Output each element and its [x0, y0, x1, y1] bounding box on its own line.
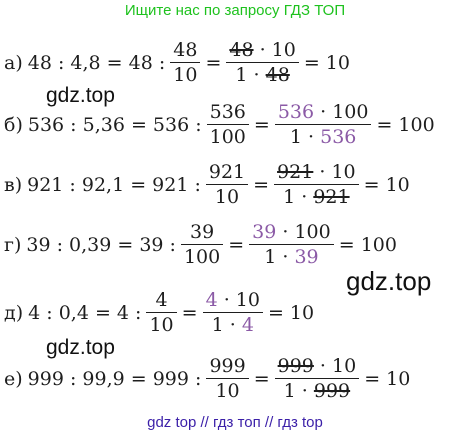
denominator: 1 · 999	[283, 380, 351, 403]
numerator: 4	[155, 289, 168, 311]
equation-row-b: б) 536 : 5,36 = 536 : 536 100 = 536 · 10…	[4, 100, 435, 149]
watermark: gdz.top	[346, 266, 432, 296]
fraction-simplified: 999 · 10 1 · 999	[274, 354, 360, 403]
fraction-bar	[274, 124, 372, 126]
fraction-bar	[202, 312, 263, 314]
fraction-simplified: 536 · 100 1 · 536	[274, 100, 372, 149]
denominator: 1 · 921	[283, 186, 350, 209]
equals-sign: =	[253, 113, 270, 136]
item-label: б)	[4, 113, 23, 136]
denominator: 100	[209, 126, 246, 149]
equation-result: = 10	[364, 367, 411, 390]
numerator: 48 · 10	[229, 39, 296, 61]
numerator: 921 · 10	[277, 161, 356, 183]
denominator: 1 · 536	[289, 126, 357, 149]
promo-header: Ищите нас по запросу ГДЗ ТОП	[124, 2, 346, 19]
numerator: 39 · 100	[252, 221, 331, 243]
denominator: 10	[215, 380, 240, 403]
numerator: 48	[173, 39, 198, 61]
equation-result: = 100	[376, 113, 435, 136]
equation-prefix: 4 : 0,4 = 4 :	[28, 301, 142, 324]
item-label: г)	[4, 233, 22, 256]
equation-row-a: а) 48 : 4,8 = 48 : 48 10 = 48 · 10 1 · 4…	[4, 38, 350, 87]
fraction-simplified: 48 · 10 1 · 48	[226, 38, 299, 87]
fraction-bar	[249, 244, 334, 246]
fraction-bar	[274, 378, 360, 380]
fraction-bar	[205, 184, 249, 186]
equation-result: = 100	[338, 233, 397, 256]
denominator: 10	[173, 64, 198, 87]
fraction-divisor: 39 100	[180, 220, 224, 269]
numerator: 39	[190, 221, 215, 243]
equation-prefix: 921 : 92,1 = 921 :	[27, 173, 201, 196]
numerator: 999	[209, 355, 246, 377]
numerator: 921	[208, 161, 246, 183]
denominator: 10	[149, 314, 174, 337]
fraction-divisor: 4 10	[146, 288, 177, 337]
fraction-divisor: 999 10	[206, 354, 249, 403]
equation-prefix: 48 : 4,8 = 48 :	[27, 51, 166, 74]
item-label: е)	[4, 367, 23, 390]
fraction-bar	[206, 124, 249, 126]
denominator: 1 · 48	[235, 64, 290, 87]
equals-sign: =	[253, 173, 270, 196]
fraction-divisor: 921 10	[205, 160, 249, 209]
equals-sign: =	[181, 301, 198, 324]
fraction-bar	[206, 378, 249, 380]
equation-prefix: 999 : 99,9 = 999 :	[27, 367, 202, 390]
item-label: д)	[4, 301, 24, 324]
numerator: 4 · 10	[205, 289, 260, 311]
item-label: а)	[4, 51, 23, 74]
equation-result: = 10	[303, 51, 350, 74]
equals-sign: =	[228, 233, 245, 256]
denominator: 100	[183, 246, 221, 269]
equation-prefix: 536 : 5,36 = 536 :	[27, 113, 202, 136]
equals-sign: =	[205, 51, 222, 74]
fraction-bar	[226, 62, 299, 64]
fraction-bar	[170, 62, 201, 64]
equation-row-e: е) 999 : 99,9 = 999 : 999 10 = 999 · 10 …	[4, 354, 410, 403]
denominator: 10	[214, 186, 240, 209]
numerator: 536	[209, 101, 246, 123]
fraction-divisor: 536 100	[206, 100, 249, 149]
fraction-bar	[274, 184, 359, 186]
watermark: gdz.top	[46, 84, 115, 107]
equation-row-d: д) 4 : 0,4 = 4 : 4 10 = 4 · 10 1 · 4 = 1…	[4, 288, 314, 337]
denominator: 1 · 4	[211, 314, 254, 337]
denominator: 1 · 39	[264, 246, 319, 269]
fraction-bar	[180, 244, 224, 246]
footer-watermark: gdz top // гдз топ // гдз top	[147, 414, 323, 431]
fraction-bar	[146, 312, 177, 314]
equals-sign: =	[253, 367, 270, 390]
watermark: gdz.top	[46, 336, 115, 359]
fraction-simplified: 4 · 10 1 · 4	[202, 288, 263, 337]
fraction-simplified: 39 · 100 1 · 39	[249, 220, 334, 269]
equation-row-g: г) 39 : 0,39 = 39 : 39 100 = 39 · 100 1 …	[4, 220, 397, 269]
equation-row-v: в) 921 : 92,1 = 921 : 921 10 = 921 · 10 …	[4, 160, 410, 209]
equation-result: = 10	[267, 301, 315, 324]
numerator: 536 · 100	[277, 101, 369, 123]
item-label: в)	[4, 173, 23, 196]
equation-result: = 10	[363, 173, 410, 196]
equation-prefix: 39 : 0,39 = 39 :	[26, 233, 176, 256]
numerator: 999 · 10	[277, 355, 357, 377]
fraction-simplified: 921 · 10 1 · 921	[274, 160, 359, 209]
fraction-divisor: 48 10	[170, 38, 201, 87]
